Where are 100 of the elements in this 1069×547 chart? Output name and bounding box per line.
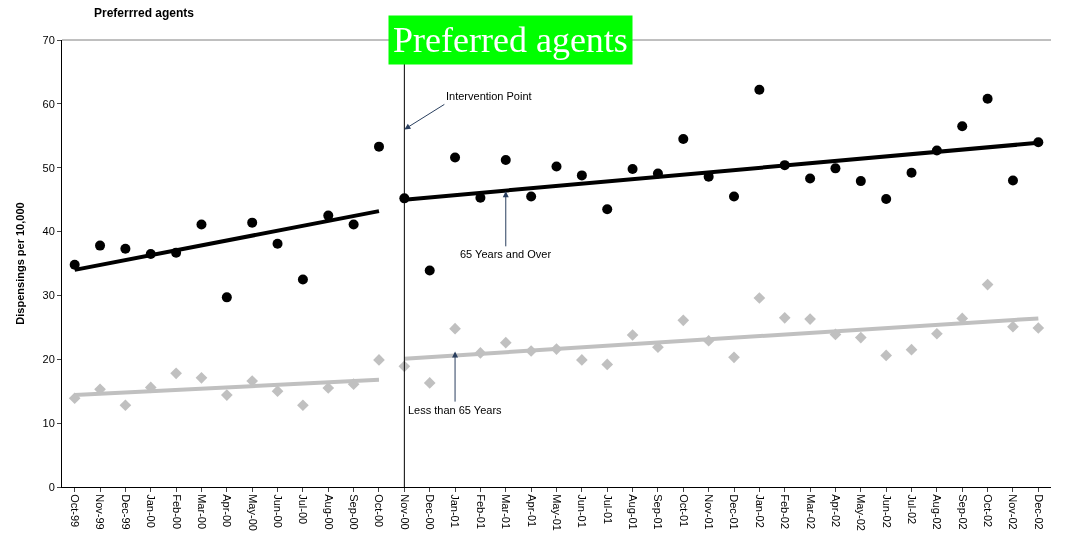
x-tick-label: Feb-02 — [779, 494, 792, 530]
point — [880, 349, 893, 362]
x-tick-label: Jan-01 — [449, 494, 462, 528]
chart-title: Preferrred agents — [94, 6, 195, 20]
x-tick-label: Sep-01 — [652, 494, 665, 530]
x-tick-label: Oct-00 — [373, 494, 386, 528]
point — [854, 331, 867, 344]
point — [424, 265, 435, 276]
x-tick-label: Aug-00 — [322, 494, 335, 530]
x-tick-label: Jun-01 — [576, 494, 589, 528]
point — [297, 274, 308, 285]
x-tick-label: Apr-02 — [829, 494, 842, 528]
point — [652, 168, 663, 179]
x-tick-label: Jul-01 — [601, 494, 614, 525]
point — [195, 371, 208, 384]
point — [1007, 175, 1018, 186]
y-tick-label: 50 — [42, 161, 55, 174]
x-tick-label: May-01 — [550, 494, 563, 531]
point — [323, 210, 334, 221]
point — [905, 343, 918, 356]
y-tick-label: 20 — [42, 353, 55, 366]
point — [500, 155, 511, 166]
point — [753, 292, 766, 304]
x-tick-label: Sep-02 — [956, 494, 969, 530]
x-tick-label: Apr-01 — [525, 494, 538, 528]
point — [68, 392, 81, 405]
point — [297, 399, 309, 412]
y-tick-label: 70 — [42, 33, 55, 46]
point — [119, 399, 132, 412]
point — [728, 351, 740, 364]
point — [526, 191, 537, 202]
point — [602, 204, 613, 215]
point — [627, 163, 638, 174]
point — [754, 84, 765, 95]
point — [95, 240, 106, 251]
point — [1033, 137, 1044, 148]
annotation: Less than 65 Years — [408, 404, 503, 416]
point — [678, 133, 689, 144]
x-tick-label: Feb-00 — [170, 494, 183, 530]
point — [171, 247, 182, 258]
y-tick-label: 40 — [42, 225, 55, 238]
point — [881, 194, 892, 204]
x-tick-label: Nov-00 — [398, 494, 411, 530]
point — [981, 278, 994, 291]
point — [805, 173, 816, 184]
point — [145, 248, 156, 259]
point — [829, 328, 842, 341]
point — [499, 336, 512, 349]
point — [423, 377, 436, 389]
x-tick-label: Jul-02 — [905, 494, 918, 525]
x-tick-label: Mar-02 — [804, 494, 817, 530]
x-tick-label: Oct-02 — [982, 494, 995, 528]
point — [347, 378, 360, 391]
point — [196, 219, 207, 230]
point — [247, 217, 258, 228]
y-axis-title: Dispensings per 10,000 — [14, 202, 27, 325]
point — [830, 163, 841, 174]
point — [450, 152, 461, 163]
point — [1032, 322, 1045, 334]
x-tick-label: Mar-01 — [500, 494, 513, 530]
y-tick-label: 10 — [42, 416, 55, 429]
x-tick-label: Nov-01 — [703, 494, 716, 530]
point — [576, 170, 587, 181]
point — [957, 121, 968, 132]
chart-subtitle: Preferred agents — [393, 20, 628, 60]
x-tick-label: Aug-02 — [931, 494, 944, 530]
point — [931, 145, 942, 156]
x-tick-label: Nov-99 — [94, 494, 107, 530]
point — [348, 219, 359, 230]
x-tick-label: Feb-01 — [474, 494, 487, 530]
x-tick-label: Apr-00 — [221, 494, 234, 528]
x-tick-label: Mar-00 — [195, 494, 208, 530]
point — [906, 167, 917, 178]
x-tick-label: Jan-00 — [145, 494, 158, 528]
point — [271, 385, 284, 398]
y-tick-label: 60 — [42, 97, 55, 110]
point — [69, 259, 80, 270]
annotation: Intervention Point — [446, 90, 532, 102]
point — [779, 160, 790, 171]
point — [855, 176, 866, 187]
point — [220, 389, 233, 401]
point — [373, 141, 384, 152]
x-tick-label: May-02 — [855, 494, 868, 531]
point — [170, 367, 182, 380]
x-tick-label: Dec-00 — [424, 494, 437, 530]
point — [576, 354, 588, 366]
x-tick-label: Jun-00 — [271, 494, 284, 528]
x-tick-label: Oct-01 — [677, 494, 690, 528]
point — [601, 358, 614, 371]
x-tick-label: Oct-99 — [69, 494, 82, 528]
point — [702, 334, 715, 347]
y-tick-label: 30 — [42, 289, 55, 302]
point — [221, 292, 232, 303]
point — [272, 238, 283, 249]
x-tick-label: May-00 — [246, 494, 259, 531]
x-tick-label: Jan-02 — [753, 494, 766, 528]
x-tick-label: Dec-99 — [119, 494, 132, 530]
x-tick-label: Jun-02 — [880, 494, 893, 528]
x-tick-label: Dec-02 — [1032, 494, 1045, 530]
x-tick-label: Aug-01 — [627, 494, 640, 530]
